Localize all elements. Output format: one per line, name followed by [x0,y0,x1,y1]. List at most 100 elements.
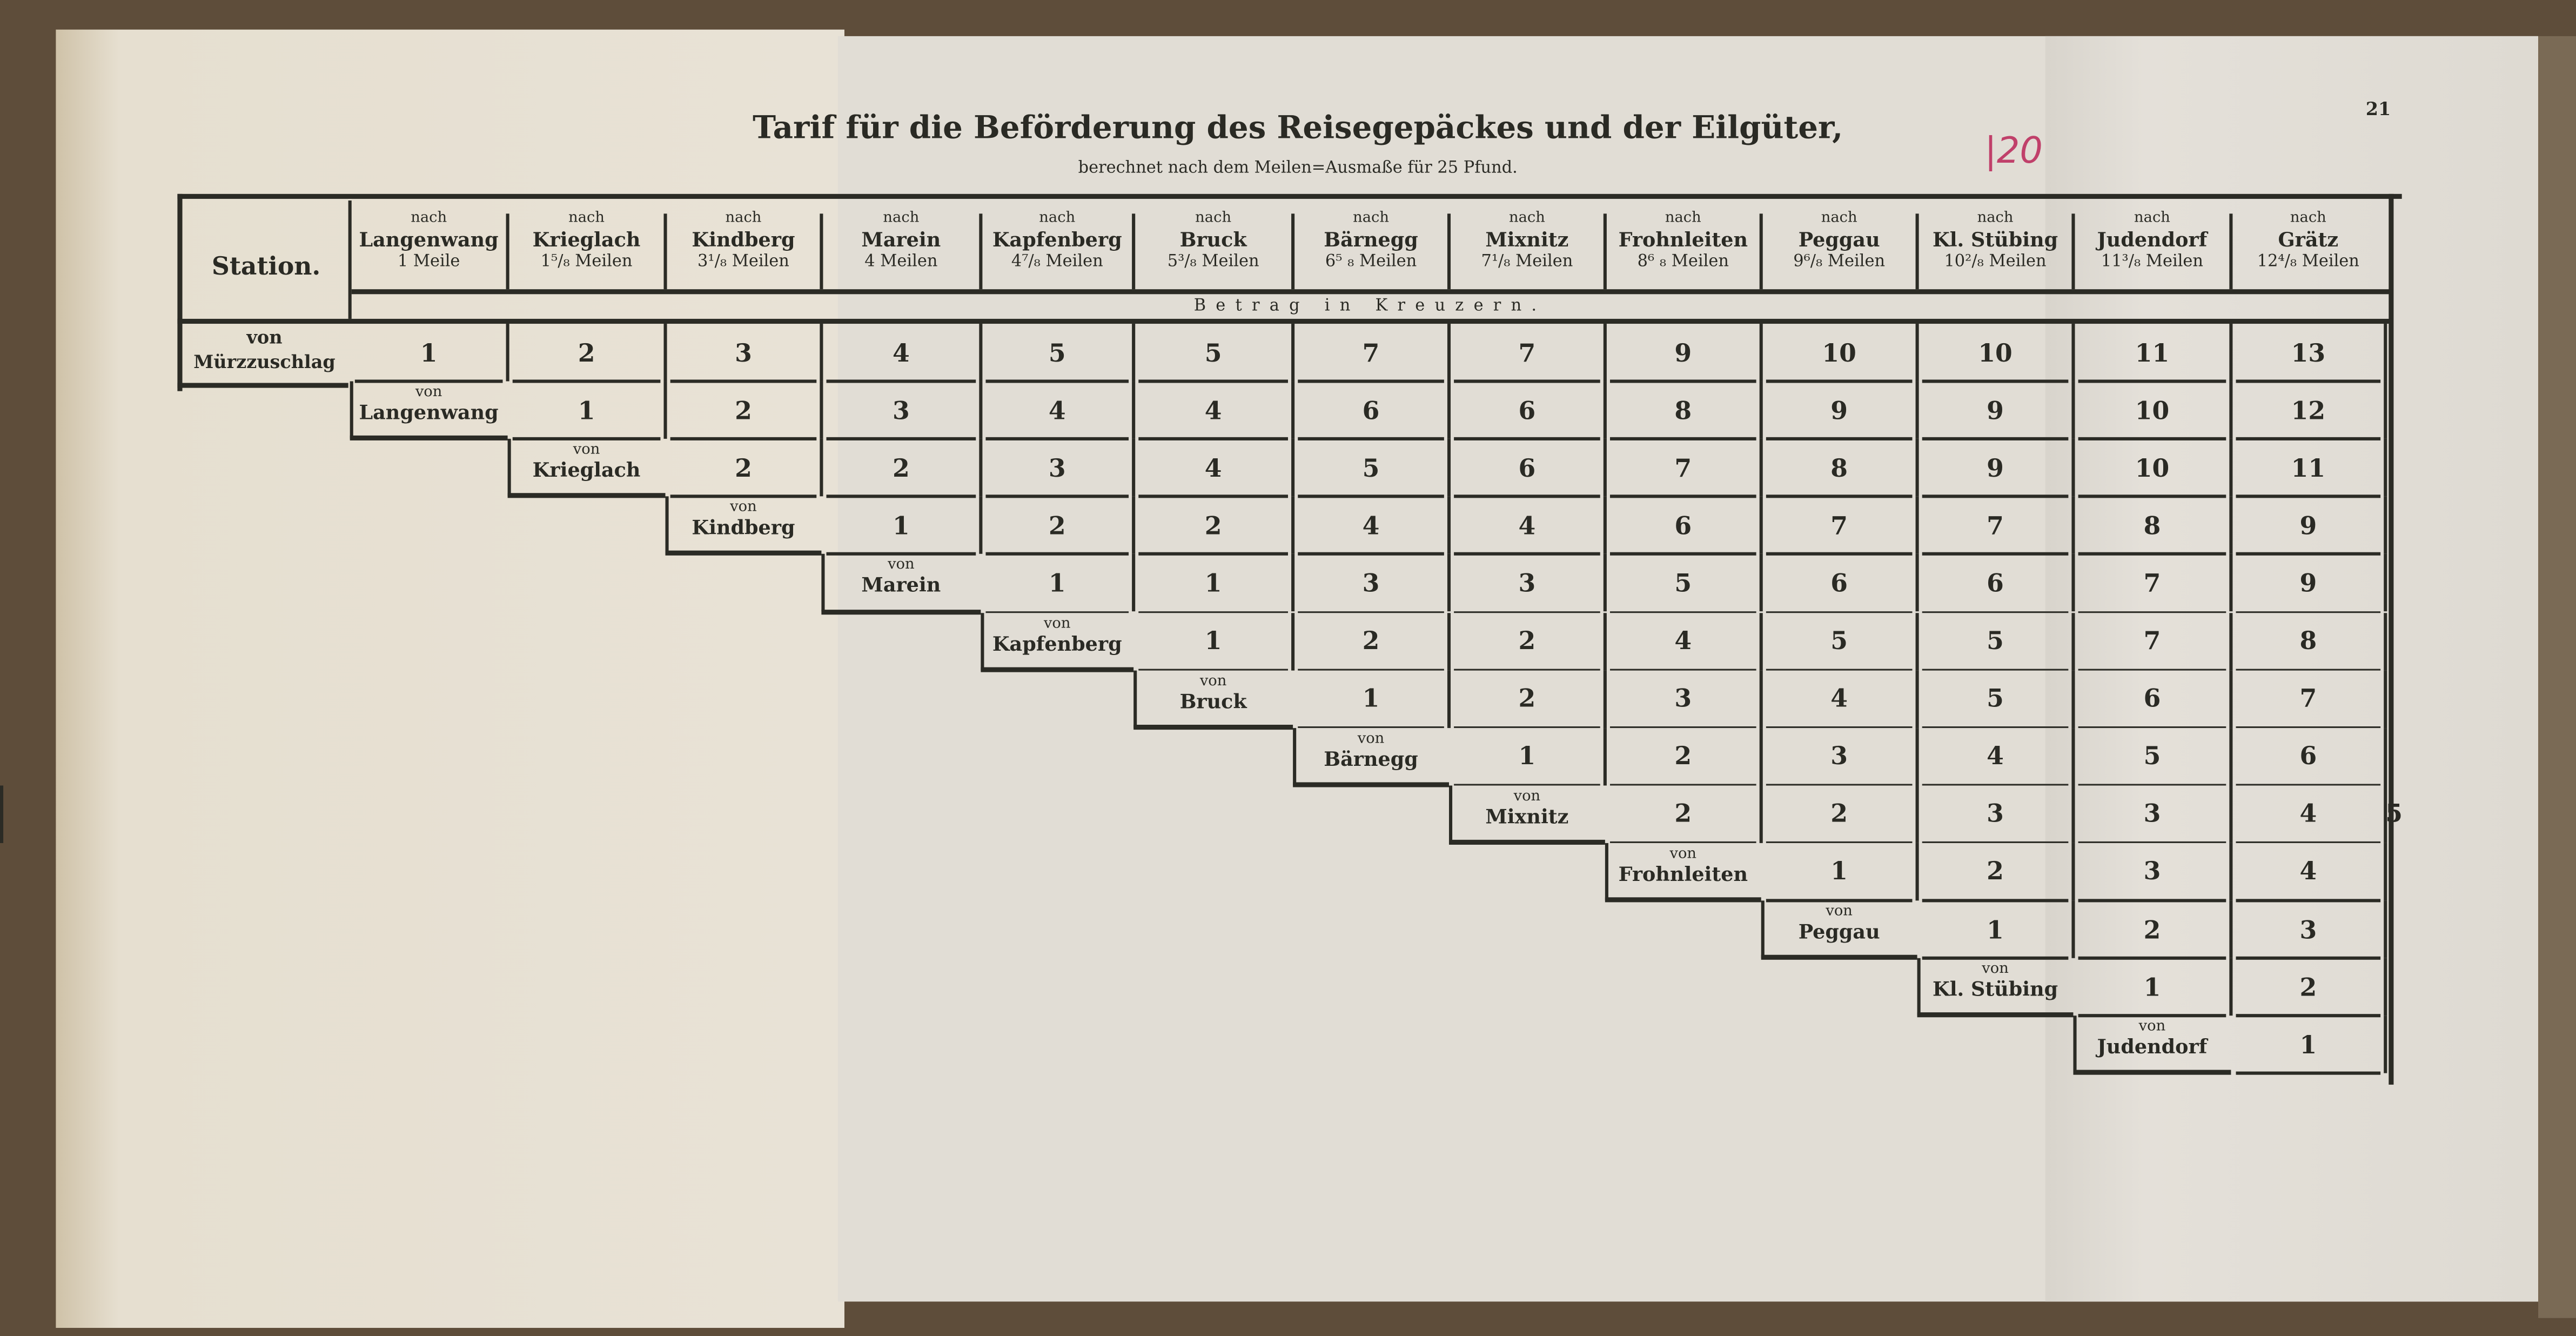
fare-cell: 7 [2143,626,2161,656]
origin-bottom-rule [981,666,1134,672]
cell-rule [1766,610,1913,613]
origin-name: Kl. Stübing [1932,978,2058,1001]
origin-left-rule [1448,785,1452,843]
cell-rule [1766,899,1913,901]
column-header: nach Mixnitz 7¹/₈ Meilen [1449,210,1605,292]
fare-cell: 4 [1674,626,1692,656]
cell-rule [2236,899,2381,901]
fare-cell: 4 [893,338,910,368]
fare-cell: 6 [1362,395,1380,425]
fare-cell: 5 [1830,626,1848,656]
cell-rule [1298,726,1444,729]
cell-divider [1915,497,1918,555]
fare-cell: 2 [1362,626,1380,656]
left-page [56,29,844,1328]
von-label: von [2138,1019,2166,1036]
cell-divider [1915,727,1918,785]
fare-cell: 1 [1362,684,1380,714]
nach-label: nach [883,210,920,227]
cell-rule [1138,379,1288,383]
fare-cell: 8 [1674,395,1692,425]
origin-name: Frohnleiten [1618,863,1748,886]
fare-cell: 7 [2143,568,2161,598]
fare-cell: 2 [578,338,595,368]
cell-divider [2071,439,2075,497]
cell-rule [1138,610,1288,613]
von-label: von [1513,788,1541,805]
cell-divider [1447,324,1450,382]
fare-cell: 4 [1518,511,1536,540]
cell-rule [1922,668,2069,671]
origin-bottom-rule [821,609,981,614]
cell-rule [1454,610,1600,613]
fare-cell: 3 [2143,857,2161,887]
cell-rule [985,610,1129,613]
origin-left-rule [1917,958,1920,1016]
cell-rule [1766,841,1913,844]
book-edge [2538,36,2576,1318]
cell-divider [2384,727,2386,785]
destination-name: Frohnleiten [1618,228,1748,252]
cell-rule [826,552,976,556]
fare-cell: 4 [2299,857,2317,887]
nach-label: nach [1508,210,1545,227]
cell-divider [2071,727,2075,785]
column-header: nach Langenwang 1 Meile [350,210,508,292]
cell-rule [1298,437,1444,440]
fare-cell: 9 [2299,511,2317,540]
origin-bottom-rule [1917,1012,2074,1018]
fare-cell: 6 [2299,742,2317,771]
fare-cell: 7 [1674,453,1692,483]
cell-divider [1759,554,1762,612]
destination-name: Peggau [1798,228,1880,252]
origin-label: von Marein [821,558,981,597]
cell-rule [670,495,817,498]
cell-rule [1138,552,1288,556]
fare-cell: 2 [1518,684,1536,714]
cell-rule [1766,668,1913,671]
fare-cell: 12 [2291,395,2326,425]
cell-rule [826,437,976,440]
fare-cell: 6 [1518,453,1536,483]
cell-rule [2236,726,2381,729]
fare-cell: 9 [1674,338,1692,368]
fare-cell: 5 [1362,453,1380,483]
column-header: nach Frohnleiten 8⁶ ₈ Meilen [1605,210,1761,292]
destination-name: Kl. Stübing [1932,228,2058,252]
cell-divider [1759,612,1762,670]
fare-cell: 2 [1674,742,1692,771]
fare-cell: 7 [2299,684,2317,714]
cell-divider [1447,381,1450,439]
fare-cell: 6 [1674,511,1692,540]
von-label: von [1982,961,2009,978]
destination-distance: 1 Meile [397,253,460,271]
origin-bottom-rule [1293,781,1449,787]
cell-divider [1447,670,1450,728]
fare-cell: 10 [1822,338,1856,368]
cell-divider [2229,612,2232,670]
destination-name: Bruck [1179,228,1247,252]
fare-cell: 4 [1204,453,1222,483]
nach-label: nach [725,210,762,227]
header-rule-bottom [177,318,2392,323]
cell-divider [2071,843,2075,901]
fare-cell: 2 [893,453,910,483]
origin-left-rule [665,497,668,555]
cell-rule [1454,668,1600,671]
destination-distance: 12⁴/₈ Meilen [2257,253,2359,271]
page-subtitle: berechnet nach dem Meilen=Ausmaße für 25… [1078,159,1518,178]
origin-left-rule [1293,727,1296,785]
nach-label: nach [1353,210,1389,227]
fare-cell: 2 [2299,972,2317,1002]
cell-rule [2236,552,2381,556]
cell-divider [1291,324,1294,382]
cell-divider [2071,785,2075,843]
cell-divider [2384,785,2386,843]
cell-rule [1609,726,1756,729]
table-border-left [177,193,183,391]
column-header: nach Kindberg 3¹/₈ Meilen [666,210,822,292]
cell-divider [2229,497,2232,555]
cell-divider [2071,497,2075,555]
column-header: nach Bruck 5³/₈ Meilen [1133,210,1293,292]
